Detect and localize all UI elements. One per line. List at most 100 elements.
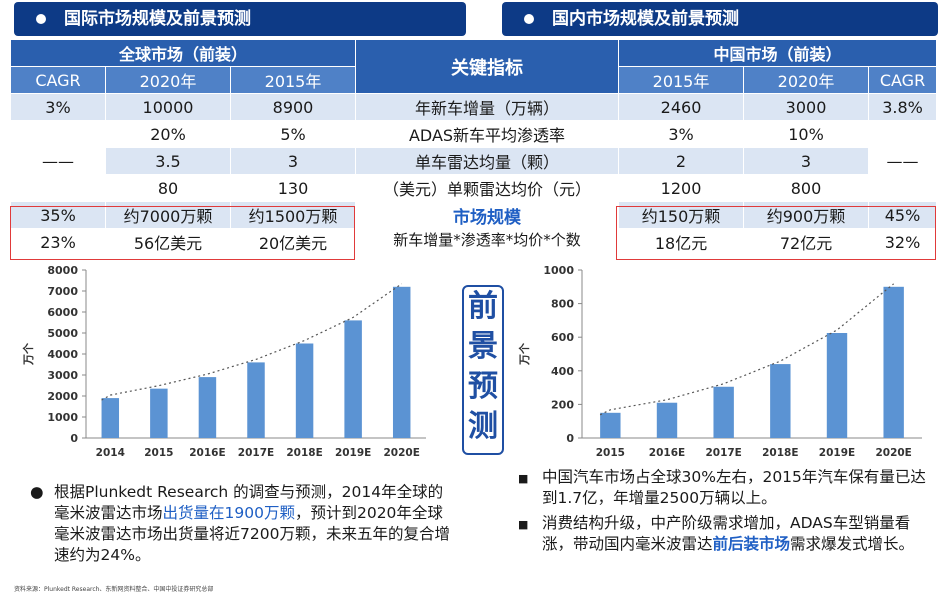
cell-china-2020: 10% xyxy=(743,120,870,148)
china-chart-y-tick-label: 600 xyxy=(551,331,574,344)
bullet-square-icon: ■ xyxy=(518,518,529,531)
china-chart-x-tick-label: 2020E xyxy=(875,447,911,459)
list-item: ■ 消费结构升级，中产阶级需求增加，ADAS车型销量看涨，带动国内毫米波雷达前后… xyxy=(512,513,932,555)
china-chart-bar xyxy=(713,386,734,438)
cell-china-cagr: 3.8% xyxy=(868,93,938,121)
cell-china-2015: 3% xyxy=(618,120,745,148)
global-chart-x-tick-label: 2017E xyxy=(238,447,274,459)
col-global-cagr: CAGR xyxy=(10,66,106,94)
chart-global-svg: 0 1000 2000 3000 4000 5000 6000 7000 8000 万个 2014 2… xyxy=(21,264,426,459)
global-chart-bar xyxy=(344,320,362,438)
china-chart-bar xyxy=(883,286,904,438)
key-indicators-table: 全球市场（前装） 关键指标 中国市场（前装） CAGR 2020年 2015年 … xyxy=(9,39,938,256)
cell-global-2020: 20% xyxy=(105,120,231,148)
cell-china-cagr: 32% xyxy=(868,228,938,256)
global-chart-y-tick-label: 2000 xyxy=(47,390,78,403)
banner-char: 前 xyxy=(468,289,498,324)
cell-global-cagr-dash: —— xyxy=(10,120,106,202)
global-chart-bar xyxy=(101,398,120,438)
global-chart-x-tick-label: 2018E xyxy=(286,447,322,459)
cell-key: 单车雷达均量（颗） xyxy=(355,147,620,175)
china-chart-x-tick-label: 2019E xyxy=(819,447,855,459)
notes-china: ■ 中国汽车市场占全球30%左右，2015年汽车保有量已达到1.7亿，年增量25… xyxy=(512,467,932,555)
global-chart-x-tick-label: 2015 xyxy=(144,447,173,459)
source-note: 资料来源：Plunkedt Research、东新网资料整合、中国中投证券研究总… xyxy=(14,586,214,593)
global-chart-y-tick-label: 8000 xyxy=(47,264,78,277)
chart-china-shipments: 0 200 400 600 800 1000 万个 2015 2016E 2017E 2018E 20… xyxy=(510,262,940,474)
cell-china-2020: 800 xyxy=(743,174,870,202)
cell-global-2020: 80 xyxy=(105,174,231,202)
global-chart-y-tick-label: 0 xyxy=(70,432,78,445)
global-chart-y-tick-label: 1000 xyxy=(47,411,78,424)
note-text: 根据Plunkedt Research 的调查与预测，2014年全球的毫米波雷达… xyxy=(54,483,444,522)
china-chart-y-tick-label: 200 xyxy=(551,398,574,411)
list-item: ● 根据Plunkedt Research 的调查与预测，2014年全球的毫米波… xyxy=(24,482,456,566)
cell-global-2020: 3.5 xyxy=(105,147,231,175)
global-chart-y-axis-label: 万个 xyxy=(21,342,35,366)
global-chart-y-tick-label: 6000 xyxy=(47,306,78,319)
global-chart-x-tick-label: 2016E xyxy=(189,447,225,459)
note-text-end: ，预计到2020年全球毫米波雷达市场出货量将近7200万颗，未来五年的复合增速约… xyxy=(54,504,450,564)
cell-global-2020: 约7000万颗 xyxy=(105,201,231,229)
header-china-market: 国内市场规模及前景预测 xyxy=(502,2,938,36)
cell-key: ADAS新车平均渗透率 xyxy=(355,120,620,148)
banner-char: 测 xyxy=(468,409,498,444)
china-chart-x-tick-label: 2017E xyxy=(705,447,741,459)
table-row: 80 130 （美元）单颗雷达均价（元） 1200 800 xyxy=(11,174,937,202)
cell-key: （美元）单颗雷达均价（元） xyxy=(355,174,620,202)
cell-global-2015: 约1500万颗 xyxy=(229,201,357,229)
header-global-title: 国际市场规模及前景预测 xyxy=(64,9,251,29)
col-china-2020: 2020年 xyxy=(743,66,870,94)
bullet-circle-icon: ● xyxy=(30,483,44,501)
cell-global-2020: 56亿美元 xyxy=(105,228,231,256)
table-row: 3% 10000 8900 年新车增量（万辆） 2460 3000 3.8% xyxy=(10,93,938,121)
global-chart-y-tick-label: 7000 xyxy=(47,285,78,298)
cell-global-cagr: 3% xyxy=(10,93,106,121)
cell-global-cagr: 35% xyxy=(10,201,106,229)
note-highlight: 前后装市场 xyxy=(712,535,791,553)
note-highlight: 出货量在1900万颗 xyxy=(162,504,295,522)
table-row: 3.5 3 单车雷达均量（颗） 2 3 xyxy=(11,147,937,175)
cell-china-2015: 18亿元 xyxy=(618,228,745,256)
cell-china-2020: 3 xyxy=(743,147,870,175)
list-item: ■ 中国汽车市场占全球30%左右，2015年汽车保有量已达到1.7亿，年增量25… xyxy=(512,467,932,509)
china-market-title: 中国市场（前装） xyxy=(618,39,938,67)
cell-china-cagr-dash: —— xyxy=(868,120,938,202)
banner-char: 景 xyxy=(468,329,498,364)
cell-china-2020: 3000 xyxy=(743,93,870,121)
col-china-2015: 2015年 xyxy=(618,66,745,94)
notes-global: ● 根据Plunkedt Research 的调查与预测，2014年全球的毫米波… xyxy=(24,482,456,566)
cell-china-cagr: 45% xyxy=(868,201,938,229)
col-global-2020: 2020年 xyxy=(105,66,231,94)
bullet-square-icon: ■ xyxy=(518,472,529,485)
global-chart-y-tick-label: 5000 xyxy=(47,327,78,340)
china-chart-x-tick-label: 2016E xyxy=(649,447,685,459)
banner-char: 预 xyxy=(468,369,498,404)
global-chart-y-tick-label: 4000 xyxy=(47,348,78,361)
cell-global-2015: 8900 xyxy=(229,93,357,121)
global-chart-bar xyxy=(247,362,265,438)
cell-key: 年新车增量（万辆） xyxy=(355,93,620,121)
global-chart-bar xyxy=(198,377,217,438)
cell-global-2020: 10000 xyxy=(105,93,231,121)
cell-china-2020: 72亿元 xyxy=(743,228,870,256)
global-chart-x-tick-label: 2019E xyxy=(335,447,371,459)
table-row: 23% 56亿美元 20亿美元 18亿元 72亿元 32% xyxy=(10,228,938,256)
global-chart-x-tick-label: 2014 xyxy=(96,447,125,459)
global-chart-bar xyxy=(295,343,314,438)
col-global-2015: 2015年 xyxy=(229,66,357,94)
global-chart-x-tick-label: 2020E xyxy=(384,447,420,459)
cell-global-2015: 130 xyxy=(229,174,357,202)
cell-global-2015: 20亿美元 xyxy=(229,228,357,256)
cell-china-2015: 2 xyxy=(618,147,745,175)
china-chart-y-tick-label: 1000 xyxy=(543,264,574,277)
col-china-cagr: CAGR xyxy=(868,66,938,94)
note-text-end: 需求爆发式增长。 xyxy=(790,535,915,553)
header-global-market: 国际市场规模及前景预测 xyxy=(14,2,466,36)
global-chart-bar xyxy=(150,388,168,438)
cell-china-2015: 2460 xyxy=(618,93,745,121)
china-chart-x-tick-label: 2018E xyxy=(762,447,798,459)
china-chart-y-tick-label: 400 xyxy=(551,365,574,378)
market-size-label: 市场规模 xyxy=(453,207,522,228)
china-chart-y-tick-label: 0 xyxy=(566,432,574,445)
